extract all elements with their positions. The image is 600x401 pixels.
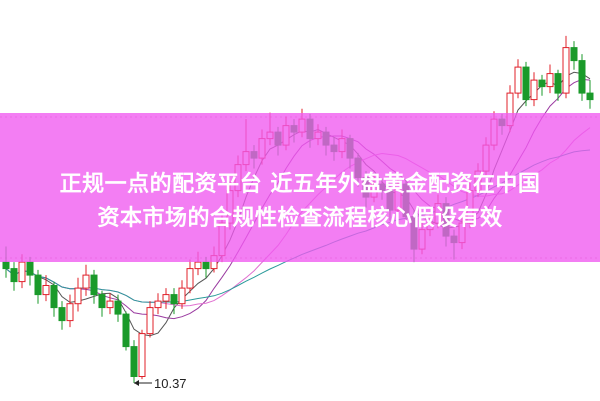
candle-down	[34, 274, 42, 296]
candle-up	[530, 79, 538, 101]
candle-up	[82, 274, 90, 289]
candle-up	[562, 47, 570, 94]
candle-up	[514, 66, 522, 94]
candle-down	[570, 47, 578, 62]
candle-up	[18, 261, 26, 283]
candle-up	[186, 268, 194, 289]
candle-up	[154, 300, 162, 309]
candle-down	[522, 66, 530, 101]
candle-up	[74, 287, 82, 305]
candle-up	[178, 287, 186, 305]
candle-down	[98, 294, 106, 309]
candle-up	[146, 307, 154, 335]
candle-down	[554, 73, 562, 94]
candle-down	[586, 92, 594, 101]
candle-down	[26, 261, 34, 276]
candle-down	[122, 313, 130, 348]
low-arrow-head	[134, 380, 139, 386]
candle-up	[106, 300, 114, 309]
candle-down	[2, 261, 10, 270]
candle-up	[42, 285, 50, 296]
candle-down	[170, 294, 178, 305]
candle-down	[10, 268, 18, 283]
candle-down	[114, 300, 122, 315]
candle-up	[546, 73, 554, 88]
banner-title-line-2: 资本市场的合规性检查流程核心假设有效	[97, 206, 503, 231]
banner-title-line-1: 正规一点的配资平台 近五年外盘黄金配资在中国	[59, 172, 541, 197]
candle-up	[194, 261, 202, 270]
title-banner	[0, 113, 600, 262]
candle-up	[66, 303, 74, 322]
candle-down	[50, 285, 58, 309]
candle-down	[130, 346, 138, 378]
low-price-label: 10.37	[154, 376, 187, 391]
candle-down	[202, 261, 210, 270]
candle-down	[538, 79, 546, 88]
candle-up	[162, 294, 170, 302]
candle-down	[58, 307, 66, 322]
candle-down	[90, 274, 98, 296]
candle-down	[578, 60, 586, 94]
candle-up	[138, 333, 146, 378]
